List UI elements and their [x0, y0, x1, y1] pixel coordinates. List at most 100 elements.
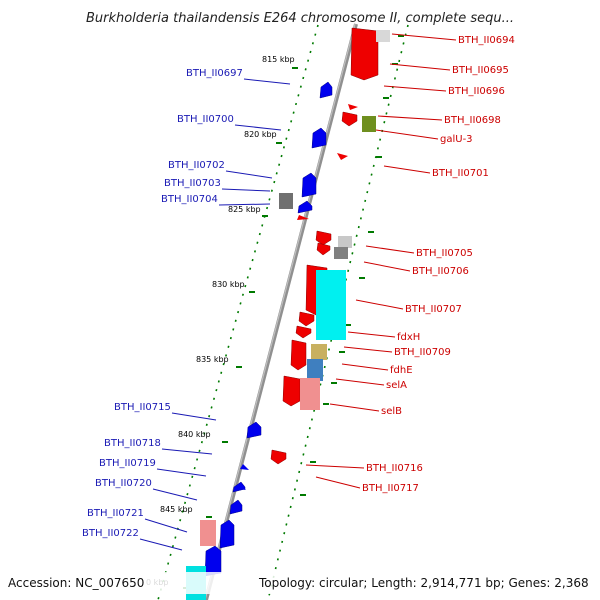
kbp-label: 830 kbp	[212, 280, 245, 289]
reverse-gene-arrow	[298, 311, 315, 327]
right-gene-label: BTH_II0706	[412, 266, 469, 277]
left-leader-line	[156, 468, 207, 477]
right-leader-line	[355, 299, 404, 310]
forward-gene-arrow	[301, 172, 317, 198]
kbp-label: 835 kbp	[196, 355, 229, 364]
left-leader-line	[221, 188, 271, 192]
right-leader-line	[391, 33, 457, 41]
gene-block	[279, 193, 293, 209]
gene-block	[300, 378, 320, 410]
right-leader-line	[363, 261, 411, 272]
accession-text: Accession: NC_007650	[8, 576, 144, 590]
left-gene-label: BTH_II0697	[186, 68, 243, 79]
right-gene-label: BTH_II0716	[366, 463, 423, 474]
left-gene-label: BTH_II0722	[82, 528, 139, 539]
right-gene-label: BTH_II0709	[394, 347, 451, 358]
gene-block	[376, 30, 390, 42]
right-leader-line	[389, 63, 451, 71]
right-leader-line	[383, 165, 431, 174]
right-gene-label: BTH_II0696	[448, 86, 505, 97]
left-gene-label: BTH_II0719	[99, 458, 156, 469]
reverse-gene-arrow	[295, 325, 312, 339]
topology-text: Topology: circular; Length: 2,914,771 bp…	[258, 576, 589, 590]
forward-gene-arrow	[319, 81, 333, 99]
right-leader-line	[383, 85, 447, 92]
reverse-gene-arrow	[282, 375, 301, 407]
right-gene-label: galU-3	[440, 134, 473, 145]
gene-features	[186, 27, 390, 600]
gene-block	[311, 344, 327, 360]
left-gene-label: BTH_II0718	[104, 438, 161, 449]
left-gene-label: BTH_II0704	[161, 194, 218, 205]
gene-marker	[297, 215, 309, 220]
forward-gene-arrow	[219, 519, 235, 549]
left-leader-line	[144, 518, 188, 533]
reverse-gene-arrow	[341, 111, 358, 127]
right-leader-line	[375, 129, 439, 140]
gene-block	[362, 116, 376, 132]
right-leader-line	[329, 403, 380, 412]
right-gene-label: BTH_II0705	[416, 248, 473, 259]
gene-marker	[237, 484, 246, 490]
chromosome-backbone-highlight	[204, 23, 356, 600]
right-leader-line	[347, 331, 396, 338]
right-leader-line	[341, 363, 389, 371]
right-gene-label: fdxH	[397, 332, 420, 343]
gene-block	[316, 270, 346, 340]
left-leader-line	[218, 203, 271, 206]
forward-gene-arrow	[229, 499, 243, 515]
right-gene-label: BTH_II0694	[458, 35, 515, 46]
right-gene-label: selA	[386, 380, 407, 391]
gene-marker	[337, 153, 348, 160]
reverse-gene-arrow	[270, 449, 287, 465]
left-leader-line	[234, 124, 282, 131]
right-gene-label: fdhE	[390, 365, 413, 376]
left-leader-line	[152, 488, 198, 501]
left-leader-line	[243, 78, 291, 85]
forward-gene-arrow	[311, 127, 327, 149]
map-title: Burkholderia thailandensis E264 chromoso…	[86, 11, 514, 26]
left-gene-label: BTH_II0702	[168, 160, 225, 171]
left-gene-label: BTH_II0715	[114, 402, 171, 413]
right-leader-line	[377, 115, 443, 121]
chromosome-backbone	[204, 23, 358, 600]
reverse-gene-arrow	[315, 230, 332, 246]
right-gene-label: BTH_II0695	[452, 65, 509, 76]
right-gene-label: BTH_II0707	[405, 304, 462, 315]
gene-marker	[348, 104, 358, 110]
forward-gene-arrow	[246, 421, 262, 439]
gene-marker	[240, 464, 249, 470]
left-leader-line	[171, 412, 217, 421]
label-leaders	[139, 33, 457, 551]
gene-block	[334, 247, 348, 259]
right-gene-label: BTH_II0717	[362, 483, 419, 494]
right-gene-label: BTH_II0698	[444, 115, 501, 126]
kbp-label: 815 kbp	[262, 55, 295, 64]
right-leader-line	[343, 346, 393, 353]
left-dotted-guide	[157, 24, 319, 600]
reverse-gene-arrow	[316, 242, 331, 256]
kbp-label: 820 kbp	[244, 130, 277, 139]
left-gene-label: BTH_II0700	[177, 114, 234, 125]
right-gene-label: selB	[381, 406, 402, 417]
gene-block	[338, 236, 352, 248]
forward-gene-arrow	[297, 200, 313, 214]
left-gene-label: BTH_II0720	[95, 478, 152, 489]
right-leader-line	[315, 476, 361, 489]
right-leader-line	[305, 464, 365, 469]
right-gene-label: BTH_II0701	[432, 168, 489, 179]
left-leader-line	[225, 170, 273, 179]
left-gene-label: BTH_II0703	[164, 178, 221, 189]
right-leader-line	[335, 378, 385, 386]
right-leader-line	[365, 245, 415, 254]
reverse-gene-arrow	[290, 339, 307, 371]
gene-labels: BTH_II0697 BTH_II0700 BTH_II0702 BTH_II0703…	[82, 35, 515, 539]
kbp-label: 845 kbp	[160, 505, 193, 514]
forward-gene-arrow	[204, 545, 222, 577]
reverse-gene-arrow	[350, 27, 379, 81]
left-gene-label: BTH_II0721	[87, 508, 144, 519]
gene-block	[200, 520, 216, 546]
gene-block	[307, 359, 323, 381]
left-leader-line	[139, 538, 183, 551]
